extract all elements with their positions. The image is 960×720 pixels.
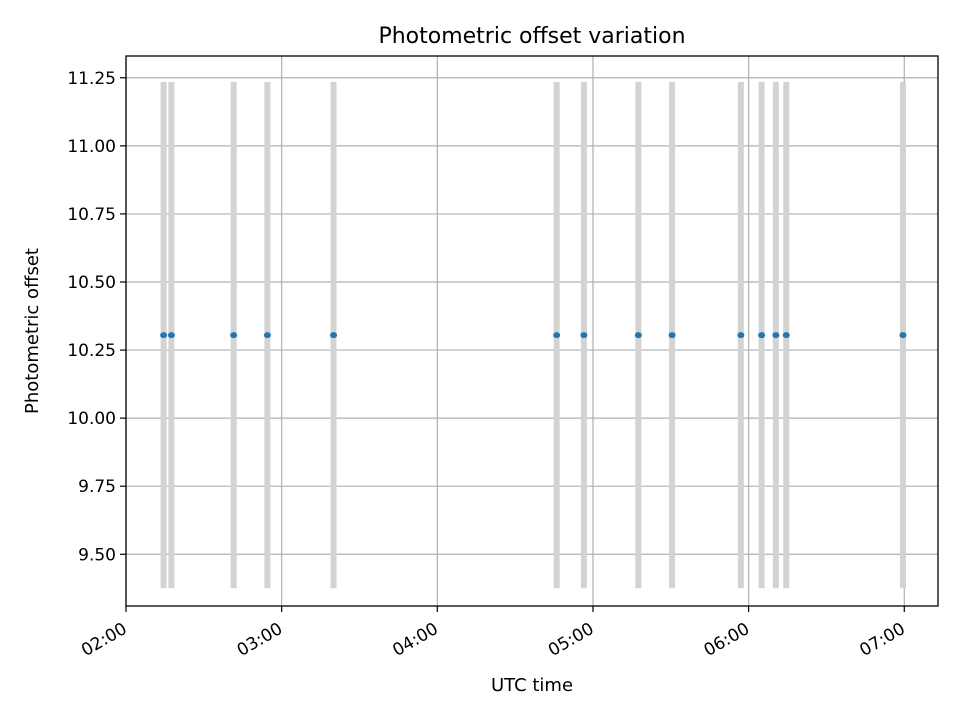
data-point [782, 332, 790, 339]
y-tick-label: 11.25 [67, 69, 116, 89]
data-point [553, 332, 561, 339]
error-bands [160, 81, 906, 589]
x-tick-label: 04:00 [389, 619, 441, 661]
y-tick-label: 11.00 [67, 137, 116, 157]
data-point [772, 332, 780, 339]
data-point [634, 332, 642, 339]
x-axis-label: UTC time [491, 675, 573, 696]
chart-title: Photometric offset variation [378, 24, 685, 49]
x-tick-label: 06:00 [701, 619, 753, 661]
data-point [580, 332, 588, 339]
data-point [263, 332, 271, 339]
data-point [160, 332, 168, 339]
data-point [899, 332, 907, 339]
y-tick-label: 10.25 [67, 341, 116, 361]
y-axis-ticks: 9.50 9.75 10.00 10.25 10.50 10.75 11.00 11.25 [67, 69, 126, 565]
y-tick-label: 10.75 [67, 205, 116, 225]
x-axis-ticks: 02:00 03:00 04:00 05:00 06:00 07:00 [78, 606, 909, 661]
y-tick-label: 9.50 [78, 545, 116, 565]
data-point [668, 332, 676, 339]
data-point [330, 332, 338, 339]
y-tick-label: 9.75 [78, 477, 116, 497]
grid [125, 56, 938, 606]
plot-area-frame [125, 55, 939, 607]
x-tick-label: 03:00 [234, 619, 286, 661]
x-tick-label: 05:00 [545, 619, 597, 661]
y-axis-label: Photometric offset [22, 248, 43, 414]
x-tick-label: 02:00 [78, 619, 130, 661]
data-point [737, 332, 745, 339]
y-tick-label: 10.00 [67, 409, 116, 429]
data-point [758, 332, 766, 339]
x-tick-label: 07:00 [856, 619, 908, 661]
data-points [160, 332, 907, 339]
data-point [167, 332, 175, 339]
y-tick-label: 10.50 [67, 273, 116, 293]
data-point [230, 332, 238, 339]
